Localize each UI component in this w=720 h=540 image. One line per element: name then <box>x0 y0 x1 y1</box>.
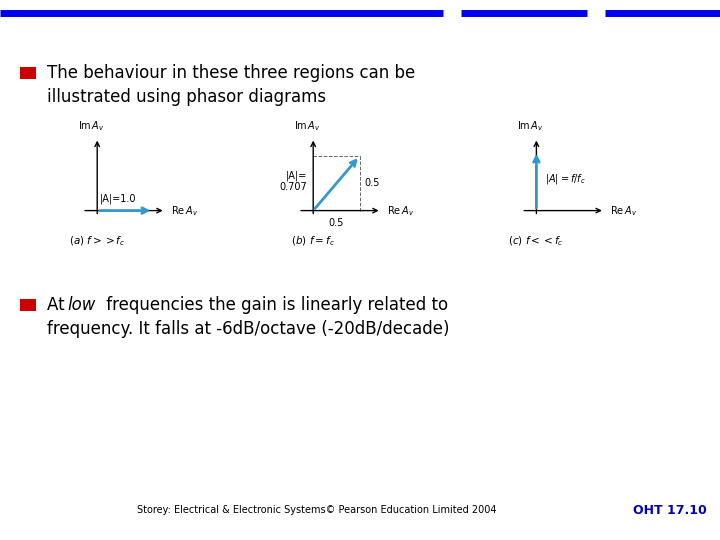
Bar <box>20 67 36 79</box>
Text: Storey: Electrical & Electronic Systems© Pearson Education Limited 2004: Storey: Electrical & Electronic Systems©… <box>137 505 497 515</box>
Text: $(b)\ f = f_c$: $(b)\ f = f_c$ <box>291 234 336 247</box>
Text: low: low <box>67 296 95 314</box>
Text: $\mathrm{Im}\,A_v$: $\mathrm{Im}\,A_v$ <box>518 119 544 133</box>
Text: $(c)\ f << f_c$: $(c)\ f << f_c$ <box>508 234 564 247</box>
Text: OHT 17.10: OHT 17.10 <box>633 504 706 517</box>
Text: frequencies the gain is linearly related to: frequencies the gain is linearly related… <box>101 296 448 314</box>
Bar <box>20 299 36 311</box>
Text: $\mathrm{Re}\,A_v$: $\mathrm{Re}\,A_v$ <box>387 204 414 218</box>
Text: 0.5: 0.5 <box>329 218 344 228</box>
Text: illustrated using phasor diagrams: illustrated using phasor diagrams <box>47 88 326 106</box>
Text: $(a)\ f >> f_c$: $(a)\ f >> f_c$ <box>69 234 125 247</box>
Text: At: At <box>47 296 70 314</box>
Text: |A|=
0.707: |A|= 0.707 <box>279 171 307 192</box>
Text: $\mathrm{Im}\,A_v$: $\mathrm{Im}\,A_v$ <box>78 119 104 133</box>
Text: $\mathrm{Im}\,A_v$: $\mathrm{Im}\,A_v$ <box>294 119 320 133</box>
Text: $|A|=f/f_c$: $|A|=f/f_c$ <box>545 172 586 186</box>
Text: $\mathrm{Re}\,A_v$: $\mathrm{Re}\,A_v$ <box>171 204 198 218</box>
Text: |A|=1.0: |A|=1.0 <box>99 193 136 204</box>
Text: The behaviour in these three regions can be: The behaviour in these three regions can… <box>47 64 415 82</box>
Text: $\mathrm{Re}\,A_v$: $\mathrm{Re}\,A_v$ <box>610 204 637 218</box>
Text: frequency. It falls at -6dB/octave (-20dB/decade): frequency. It falls at -6dB/octave (-20d… <box>47 320 449 339</box>
Text: 0.5: 0.5 <box>365 178 380 188</box>
